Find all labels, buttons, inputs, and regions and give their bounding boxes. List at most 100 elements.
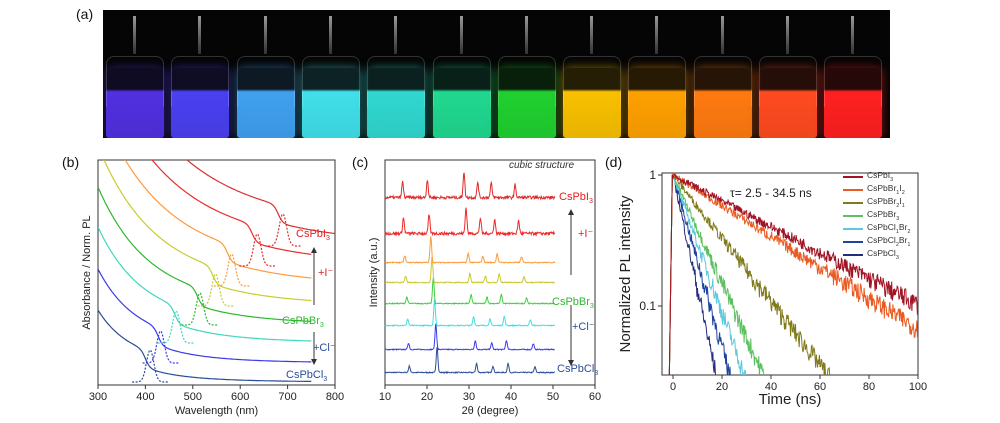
legend-item: CsPbCl3 [843, 248, 910, 261]
d-decay-curve [668, 174, 765, 375]
vial [236, 16, 295, 138]
c-xtick-label: 60 [589, 391, 601, 403]
vial-neck [590, 16, 594, 54]
d-xtick-label: 100 [909, 381, 927, 393]
vial-neck [198, 16, 202, 54]
vial-neck [263, 16, 267, 54]
legend-swatch [843, 227, 863, 230]
b-curves [98, 160, 335, 383]
label-add-chloride-b: +Cl⁻ [313, 342, 336, 354]
legend-swatch [843, 240, 863, 243]
label-cspbcl3-c: CsPbCl3 [557, 363, 599, 377]
b-absorbance-curve [124, 160, 312, 279]
vial-neck [328, 16, 332, 54]
c-xrd-trace [384, 347, 556, 375]
b-xtick-label: 800 [326, 391, 344, 403]
legend-item: CsPbI3 [843, 170, 910, 183]
vial [301, 16, 360, 138]
vial-glass [759, 56, 817, 107]
vial-neck [133, 16, 136, 54]
b-absorbance-curve [98, 268, 312, 363]
vial-neck [786, 16, 789, 54]
d-decay-curve [668, 174, 831, 375]
b-pl-curve [157, 310, 195, 344]
vial-glass [693, 56, 752, 107]
b-ylabel: Absorbance / Norm. PL [81, 215, 93, 329]
vial [628, 16, 687, 138]
label-cspbcl3-b: CsPbCl3 [286, 369, 328, 383]
d-xtick-label: 40 [765, 381, 777, 393]
b-absorbance-curve [98, 226, 312, 342]
vial-neck [851, 16, 855, 54]
vial-glass [628, 56, 687, 107]
vial [693, 16, 752, 138]
vial [563, 16, 622, 138]
d-xtick-label: 0 [670, 381, 676, 393]
d-ytick-label: 1 [649, 168, 656, 182]
b-absorbance-curve [186, 160, 335, 235]
legend-label: CsPbCl1Br2 [867, 222, 911, 235]
c-xlabel: 2θ (degree) [462, 405, 519, 417]
vial [367, 16, 426, 138]
b-frame [97, 159, 336, 386]
b-absorbance-curve [151, 160, 312, 255]
vials-photo [103, 10, 890, 138]
b-pl-curve [213, 253, 250, 287]
b-pl-curve [132, 349, 169, 383]
vial-neck [394, 16, 398, 54]
b-xlabel: Wavelength (nm) [175, 405, 258, 417]
vial-glass [367, 56, 426, 107]
legend-item: CsPbCl1Br2 [843, 222, 910, 235]
label-cspbi3-b: CsPbI3 [296, 228, 330, 242]
label-cspbbr3-b: CsPbBr3 [282, 315, 324, 329]
vial-glass [432, 56, 491, 107]
legend-label: CsPbI3 [867, 170, 894, 183]
b-pl-curve [239, 233, 276, 267]
label-add-chloride-c: +Cl⁻ [572, 321, 595, 333]
d-xtick-label: 20 [716, 381, 728, 393]
label-cspbi3-c: CsPbI3 [559, 191, 593, 205]
legend-label: CsPbCl3 [867, 248, 899, 261]
vial-glass [106, 56, 164, 107]
legend-swatch [843, 188, 863, 191]
c-xtick-label: 10 [379, 391, 391, 403]
tau-annotation: τ= 2.5 - 34.5 ns [730, 186, 812, 200]
panel-label-b: (b) [62, 154, 80, 170]
vial [497, 16, 556, 138]
b-pl-curve [142, 330, 179, 364]
d-decay-curve [668, 173, 718, 375]
vial-neck [524, 16, 528, 54]
c-xrd-trace [384, 207, 556, 237]
label-cspbbr3-c: CsPbBr3 [552, 296, 594, 310]
c-xrd-trace [384, 299, 556, 328]
d-ytick-label: 0.1 [639, 299, 656, 313]
vial [171, 16, 230, 138]
vial-glass [301, 56, 360, 107]
d-decay-curve [668, 173, 918, 375]
vial-neck [459, 16, 463, 54]
label-add-iodide-b: +I⁻ [318, 267, 334, 279]
b-xtick-label: 600 [231, 391, 249, 403]
d-decay-curve [668, 173, 918, 375]
c-xrd-trace [384, 172, 556, 201]
b-xtick-label: 400 [136, 391, 154, 403]
vial [106, 16, 164, 138]
panel-label-c: (c) [352, 154, 369, 170]
legend-d: CsPbI3 CsPbBr1I2 CsPbBr2I1 CsPbBr3 CsPbCl1Br… [843, 170, 910, 261]
legend-label: CsPbBr1I2 [867, 183, 905, 196]
b-absorbance-curve [103, 160, 312, 302]
c-xtick-label: 40 [505, 391, 517, 403]
panel-label-d: (d) [605, 154, 623, 170]
legend-label: CsPbBr3 [867, 209, 900, 222]
vial-glass [497, 56, 556, 107]
vial-glass [236, 56, 295, 107]
c-xtick-label: 50 [547, 391, 559, 403]
legend-label: CsPbCl2Br1 [867, 235, 911, 248]
d-xtick-label: 80 [863, 381, 875, 393]
vial-glass [824, 56, 883, 107]
d-decay-curve [668, 173, 747, 375]
legend-item: CsPbBr1I2 [843, 183, 910, 196]
vial [432, 16, 491, 138]
d-frame [661, 172, 919, 376]
